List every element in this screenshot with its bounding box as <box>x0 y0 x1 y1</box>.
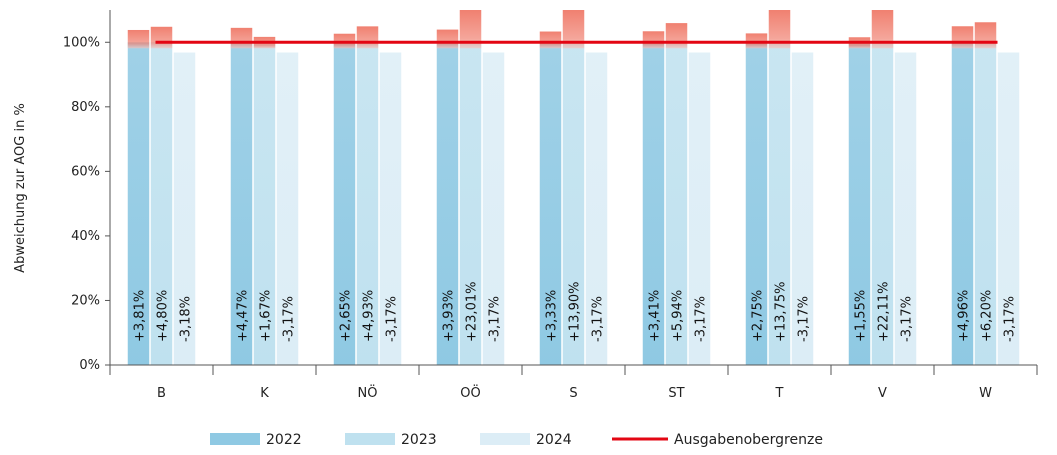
x-tick-label-T: T <box>775 386 784 401</box>
bar-2024-K <box>276 52 299 366</box>
bar-exceed-2022-W <box>951 26 974 49</box>
bar-label-2022-W: +4,96% <box>957 290 972 342</box>
bar-2023-B <box>150 42 173 365</box>
bar-label-2022-NÖ: +2,65% <box>339 290 354 342</box>
bar-2024-T <box>791 52 814 366</box>
bar-2023-T <box>768 42 791 365</box>
bar-exceed-2023-ST <box>665 23 688 49</box>
y-tick-label-60: 60% <box>71 164 100 179</box>
bar-exceed-2023-V <box>871 10 894 49</box>
bar-exceed-2022-K <box>230 27 253 49</box>
bar-2024-NÖ <box>379 52 402 366</box>
bar-exceed-2023-B <box>150 26 173 49</box>
bar-2023-V <box>871 42 894 365</box>
y-tick-label-0: 0% <box>79 358 100 373</box>
bar-2022-NÖ <box>333 42 356 365</box>
bars-group <box>127 10 1020 366</box>
y-tick-label-40: 40% <box>71 229 100 244</box>
bar-label-2023-W: +6,20% <box>980 290 995 342</box>
bar-2024-B <box>173 52 196 365</box>
bar-2022-K <box>230 42 253 365</box>
legend-label-0: 2022 <box>266 432 302 448</box>
bar-label-2022-S: +3,33% <box>545 290 560 342</box>
bar-label-2022-T: +2,75% <box>751 290 766 342</box>
legend-swatch-2022 <box>210 433 260 445</box>
legend-label-1: 2023 <box>401 432 437 448</box>
x-tick-label-V: V <box>878 386 887 401</box>
bar-2022-B <box>127 42 150 365</box>
bar-2023-ST <box>665 42 688 365</box>
x-tick-label-K: K <box>260 386 269 401</box>
bar-label-2022-K: +4,47% <box>236 290 251 342</box>
bar-2024-V <box>894 52 917 366</box>
bar-2023-S <box>562 42 585 365</box>
bar-2024-W <box>997 52 1020 366</box>
bar-label-2022-OÖ: +3,93% <box>442 290 457 342</box>
x-tick-label-S: S <box>569 386 577 401</box>
bar-label-2024-NÖ: -3,17% <box>385 296 400 342</box>
bar-label-2023-ST: +5,94% <box>671 290 686 342</box>
bar-label-2024-S: -3,17% <box>591 296 606 342</box>
x-tick-label-ST: ST <box>668 386 684 401</box>
x-tick-label-B: B <box>157 386 166 401</box>
legend: 2022 2023 2024 Ausgabenobergrenze <box>210 432 823 448</box>
y-tick-label-20: 20% <box>71 293 100 308</box>
bar-label-2022-B: +3,81% <box>133 290 148 342</box>
bar-2024-S <box>585 52 608 366</box>
bar-2022-OÖ <box>436 42 459 365</box>
bar-label-2024-K: -3,17% <box>282 296 297 342</box>
y-tick-label-100: 100% <box>63 35 100 50</box>
bar-label-2023-NÖ: +4,93% <box>362 290 377 342</box>
bar-2022-S <box>539 42 562 365</box>
bar-exceed-2022-OÖ <box>436 29 459 49</box>
bar-exceed-2023-OÖ <box>459 10 482 49</box>
bar-label-2023-S: +13,90% <box>568 282 583 342</box>
bar-exceed-2022-S <box>539 31 562 49</box>
legend-label-3: Ausgabenobergrenze <box>674 432 823 448</box>
bar-label-2023-B: +4,80% <box>156 290 171 342</box>
bar-2023-W <box>974 42 997 365</box>
bar-2022-ST <box>642 42 665 365</box>
bar-label-2024-B: -3,18% <box>179 296 194 342</box>
axes-group: B K NÖ OÖ S ST T V W 0% 20% 40% 60% 80% 100% <box>63 10 1038 401</box>
bar-label-2024-T: -3,17% <box>797 296 812 342</box>
bar-label-2023-V: +22,11% <box>877 282 892 342</box>
bar-2024-ST <box>688 52 711 366</box>
bar-2023-K <box>253 42 276 365</box>
bar-label-2023-OÖ: +23,01% <box>465 282 480 342</box>
bar-2022-V <box>848 42 871 365</box>
x-tick-label-OÖ: OÖ <box>460 384 480 401</box>
bar-label-2024-OÖ: -3,17% <box>488 296 503 342</box>
bar-exceed-2023-T <box>768 10 791 49</box>
bar-exceed-2023-S <box>562 10 585 49</box>
bar-label-2024-ST: -3,17% <box>694 296 709 342</box>
bar-exceed-2023-W <box>974 22 997 49</box>
bar-2023-OÖ <box>459 42 482 365</box>
bar-2022-T <box>745 42 768 365</box>
bar-2022-W <box>951 42 974 365</box>
bar-2023-NÖ <box>356 42 379 365</box>
bar-label-2022-V: +1,55% <box>854 290 869 342</box>
bar-label-2023-T: +13,75% <box>774 282 789 342</box>
bar-2024-OÖ <box>482 52 505 366</box>
x-tick-label-NÖ: NÖ <box>358 384 378 401</box>
bar-labels-group: +3,81% +4,80% -3,18% +4,47% +1,67% -3,17% +2,6… <box>133 282 1018 342</box>
x-tick-label-W: W <box>979 386 992 401</box>
bar-label-2022-ST: +3,41% <box>648 290 663 342</box>
legend-swatch-2023 <box>345 433 395 445</box>
bar-exceed-2022-B <box>127 29 150 49</box>
bar-exceed-2022-ST <box>642 31 665 49</box>
legend-swatch-2024 <box>480 433 530 445</box>
bar-label-2023-K: +1,67% <box>259 290 274 342</box>
bar-label-2024-W: -3,17% <box>1003 296 1018 342</box>
bar-exceed-2023-NÖ <box>356 26 379 49</box>
y-tick-label-80: 80% <box>71 100 100 115</box>
bar-label-2024-V: -3,17% <box>900 296 915 342</box>
y-axis-title: Abweichung zur AOG in % <box>13 103 28 273</box>
legend-label-2: 2024 <box>536 432 572 448</box>
